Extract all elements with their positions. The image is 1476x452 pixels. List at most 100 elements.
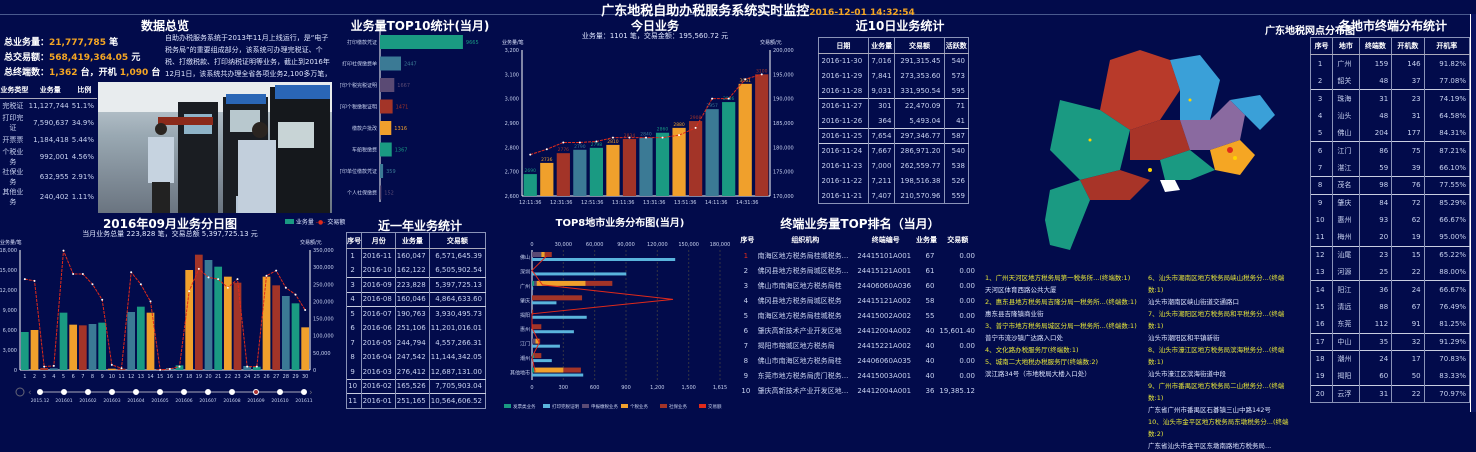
timeline-point[interactable]: [157, 389, 163, 395]
timeline-point[interactable]: [37, 389, 43, 395]
map-region[interactable]: [1130, 120, 1190, 160]
table-row[interactable]: 2016-11-29 7,841 273,353.60 573: [818, 68, 969, 84]
table-row[interactable]: 8 茂名 98 76 77.55%: [1309, 176, 1470, 195]
table-row[interactable]: 2016-11-25 7,654 297,346.77 587: [818, 128, 969, 144]
outlet-name[interactable]: 6、汕头市潮南区地方税务局峡山税务分...(终端数:1): [1148, 274, 1285, 294]
map-region[interactable]: [1170, 55, 1220, 120]
table-row[interactable]: 其他业务 240,402 1.11%: [0, 187, 97, 207]
table-row[interactable]: 20 云浮 31 22 70.97%: [1309, 384, 1470, 403]
guangdong-map[interactable]: [1030, 40, 1295, 255]
table-row[interactable]: 4 佛冈县地方税务局城区税务 24415121A002 58 0.00: [740, 293, 978, 308]
outlet-name[interactable]: 1、广州天河区地方税务局第一税务所...(终端数:1): [985, 274, 1131, 282]
table-row[interactable]: 个税业务 992,001 4.56%: [0, 147, 97, 167]
column-header: 序号: [740, 236, 755, 244]
table-row[interactable]: 5 2016-07 190,763 3,930,495.73: [345, 306, 486, 321]
table-row[interactable]: 15 清远 88 67 76.49%: [1309, 298, 1470, 316]
scrollbar[interactable]: [1470, 14, 1476, 412]
map-region[interactable]: [1160, 150, 1215, 180]
table-row[interactable]: 6 江门 86 75 87.21%: [1309, 141, 1470, 160]
map-region[interactable]: [1080, 170, 1150, 200]
table-row[interactable]: 2 韶关 48 37 77.08%: [1309, 72, 1470, 90]
table-row[interactable]: 2016-11-21 7,407 210,570.96 559: [818, 188, 969, 204]
table-row[interactable]: 12 汕尾 23 15 65.22%: [1309, 245, 1470, 264]
outlet-list-right: 6、汕头市潮南区地方税务局峡山税务分...(终端数:1) 汕头市潮南区峡山街道交通…: [1148, 272, 1298, 452]
outlet-name[interactable]: 4、文化路办税服务厅(终端数:1): [985, 346, 1079, 354]
table-row[interactable]: 1 南海区地方税务局桂城税务... 24415101A001 67 0.00: [740, 248, 978, 263]
timeline-label: 201603: [103, 398, 120, 404]
table-row[interactable]: 2 2016-10 162,122 6,505,902.54: [345, 263, 486, 278]
map-region[interactable]: [1230, 95, 1275, 130]
timeline-point[interactable]: [109, 389, 115, 395]
table-row[interactable]: 9 肇庆 84 72 85.29%: [1309, 193, 1470, 212]
table-row[interactable]: 2016-11-23 7,000 262,559.77 538: [818, 158, 969, 174]
table-row[interactable]: 7 揭阳市榕城区地方税务局 24415221A002 40 0.00: [740, 338, 978, 353]
table-row[interactable]: 2016-11-24 7,667 286,971.20 540: [818, 143, 969, 159]
outlet-name[interactable]: 10、汕头市金平区地方税务局东墩税务分...(终端数:2): [1148, 418, 1289, 438]
table-row[interactable]: 1 广州 159 146 91.82%: [1309, 54, 1470, 73]
table-row[interactable]: 2016-11-30 7,016 291,315.45 540: [818, 53, 969, 69]
table-cell: 2016-11-27: [818, 98, 869, 114]
table-cell: 10: [345, 378, 362, 394]
outlet-name[interactable]: 2、惠东县地方税务局吉隆分局一税务所...(终端数:1): [985, 298, 1137, 306]
table-row[interactable]: 7 2016-05 244,794 4,557,266.31: [345, 335, 486, 350]
table-row[interactable]: 3 珠海 31 23 74.19%: [1309, 89, 1470, 108]
timeline-point[interactable]: [253, 389, 259, 395]
timeline-point[interactable]: [85, 389, 91, 395]
table-row[interactable]: 17 中山 35 32 91.29%: [1309, 332, 1470, 351]
table-row[interactable]: 3 2016-09 223,828 5,397,725.13: [345, 277, 486, 292]
map-region[interactable]: [1045, 180, 1090, 250]
table-row[interactable]: 1 2016-11 160,047 6,571,645.39: [345, 248, 486, 263]
table-row[interactable]: 9 2016-03 276,412 12,687,131.00: [345, 364, 486, 379]
table-row[interactable]: 完税证 11,127,744 51.1%: [0, 98, 97, 113]
map-region[interactable]: [1100, 50, 1180, 130]
timeline-point[interactable]: [61, 389, 67, 395]
timeline-point[interactable]: [229, 389, 235, 395]
table-row[interactable]: 7 湛江 59 39 66.10%: [1309, 159, 1470, 177]
bar-value-label: 2790: [574, 144, 586, 150]
timeline-point[interactable]: [133, 389, 139, 395]
table-row[interactable]: 2016-11-26 364 5,493.04 41: [818, 113, 969, 129]
map-region[interactable]: [1160, 180, 1180, 192]
timeline-point[interactable]: [277, 389, 283, 395]
table-row[interactable]: 4 汕头 48 31 64.58%: [1309, 107, 1470, 125]
map-region[interactable]: [1180, 100, 1245, 150]
table-row[interactable]: 10 肇庆高新技术产业开发区地... 24412004A001 36 19,385.12: [740, 383, 978, 398]
timeline-point[interactable]: [301, 389, 307, 395]
table-row[interactable]: 10 惠州 93 62 66.67%: [1309, 211, 1470, 229]
table-row[interactable]: 8 2016-04 247,542 11,144,342.05: [345, 350, 486, 365]
table-row[interactable]: 2 佛冈县地方税务局城区税务... 24415121A001 61 0.00: [740, 263, 978, 278]
table-row[interactable]: 2016-11-28 9,031 331,950.54 595: [818, 83, 969, 99]
table-row[interactable]: 2016-11-22 7,211 198,516.38 526: [818, 173, 969, 189]
table-row[interactable]: 社保业务 632,955 2.91%: [0, 167, 97, 187]
outlet-name[interactable]: 5、城南二大地税办税服务厅(终端数:2): [985, 358, 1099, 366]
table-row[interactable]: 6 肇庆高新技术产业开发区地 24412004A002 40 15,601.40: [740, 323, 978, 338]
table-row[interactable]: 开票票 1,184,418 5.44%: [0, 133, 97, 148]
outlet-name[interactable]: 3、普宁市地方税务局城区分局一税务所...(终端数:1): [985, 322, 1137, 330]
table-row[interactable]: 16 东莞 112 91 81.25%: [1309, 315, 1470, 334]
table-row[interactable]: 11 2016-01 251,165 10,564,606.52: [345, 393, 486, 408]
table-row[interactable]: 14 阳江 36 24 66.67%: [1309, 280, 1470, 299]
table-row[interactable]: 4 2016-08 160,046 4,864,633.60: [345, 291, 486, 307]
table-row[interactable]: 6 2016-06 251,106 11,201,016.01: [345, 321, 486, 336]
table-row[interactable]: 3 佛山市南海区地方税务局桂 24406060A036 60 0.00: [740, 278, 978, 293]
map-region[interactable]: [1210, 140, 1255, 175]
table-row[interactable]: 18 潮州 24 17 70.83%: [1309, 350, 1470, 368]
table-cell: 4,557,266.31: [428, 335, 486, 350]
table-row[interactable]: 11 梅州 20 19 95.00%: [1309, 228, 1470, 247]
table-row[interactable]: 19 揭阳 60 50 83.33%: [1309, 367, 1470, 386]
table-row[interactable]: 2016-11-27 301 22,470.09 71: [818, 98, 969, 114]
top8-title: TOP8地市业务分布图(当月): [555, 218, 685, 229]
outlet-name[interactable]: 8、汕头市濠江区地方税务局滨海税务分...(终端数:1): [1148, 346, 1285, 366]
table-row[interactable]: 8 佛山市南海区地方税务局桂 24406060A035 40 0.00: [740, 353, 978, 368]
table-row[interactable]: 10 2016-02 165,526 7,705,903.04: [345, 378, 486, 394]
table-row[interactable]: 13 河源 25 22 88.00%: [1309, 263, 1470, 281]
x-tick-label: 28: [283, 374, 289, 380]
table-row[interactable]: 5 佛山 204 177 84.31%: [1309, 124, 1470, 142]
table-row[interactable]: 5 南海区地方税务局桂城税务 24415002A002 55 0.00: [740, 308, 978, 323]
table-row[interactable]: 9 东莞市地方税务局虎门税务... 24415003A001 40 0.00: [740, 368, 978, 383]
timeline-point[interactable]: [205, 389, 211, 395]
table-row[interactable]: 打印完证 7,590,637 34.9%: [0, 113, 97, 133]
outlet-name[interactable]: 7、汕头市潮阳区地方税务局和平税务分...(终端数:1): [1148, 310, 1285, 330]
timeline-point[interactable]: [181, 389, 187, 395]
outlet-name[interactable]: 9、广州市番禺区地方税务局二山税务分...(终端数:1): [1148, 382, 1285, 402]
